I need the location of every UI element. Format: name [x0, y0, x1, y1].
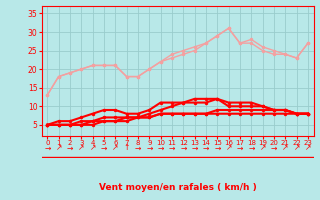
Text: ↗: ↗ [55, 144, 62, 152]
Text: →: → [271, 144, 277, 152]
Text: ↗: ↗ [282, 144, 288, 152]
Text: →: → [44, 144, 51, 152]
Text: →: → [135, 144, 141, 152]
Text: ↗: ↗ [78, 144, 84, 152]
Text: ↗: ↗ [112, 144, 118, 152]
Text: →: → [146, 144, 152, 152]
Text: →: → [67, 144, 73, 152]
Text: ↗: ↗ [89, 144, 96, 152]
Text: →: → [191, 144, 198, 152]
Text: →: → [237, 144, 243, 152]
Text: →: → [248, 144, 254, 152]
Text: →: → [180, 144, 187, 152]
Text: ↗: ↗ [305, 144, 311, 152]
Text: →: → [214, 144, 220, 152]
Text: ↗: ↗ [260, 144, 266, 152]
Text: ↗: ↗ [293, 144, 300, 152]
Text: →: → [101, 144, 107, 152]
Text: ↑: ↑ [124, 144, 130, 152]
Text: ↗: ↗ [225, 144, 232, 152]
Text: →: → [203, 144, 209, 152]
Text: Vent moyen/en rafales ( km/h ): Vent moyen/en rafales ( km/h ) [99, 183, 256, 192]
Text: →: → [157, 144, 164, 152]
Text: →: → [169, 144, 175, 152]
